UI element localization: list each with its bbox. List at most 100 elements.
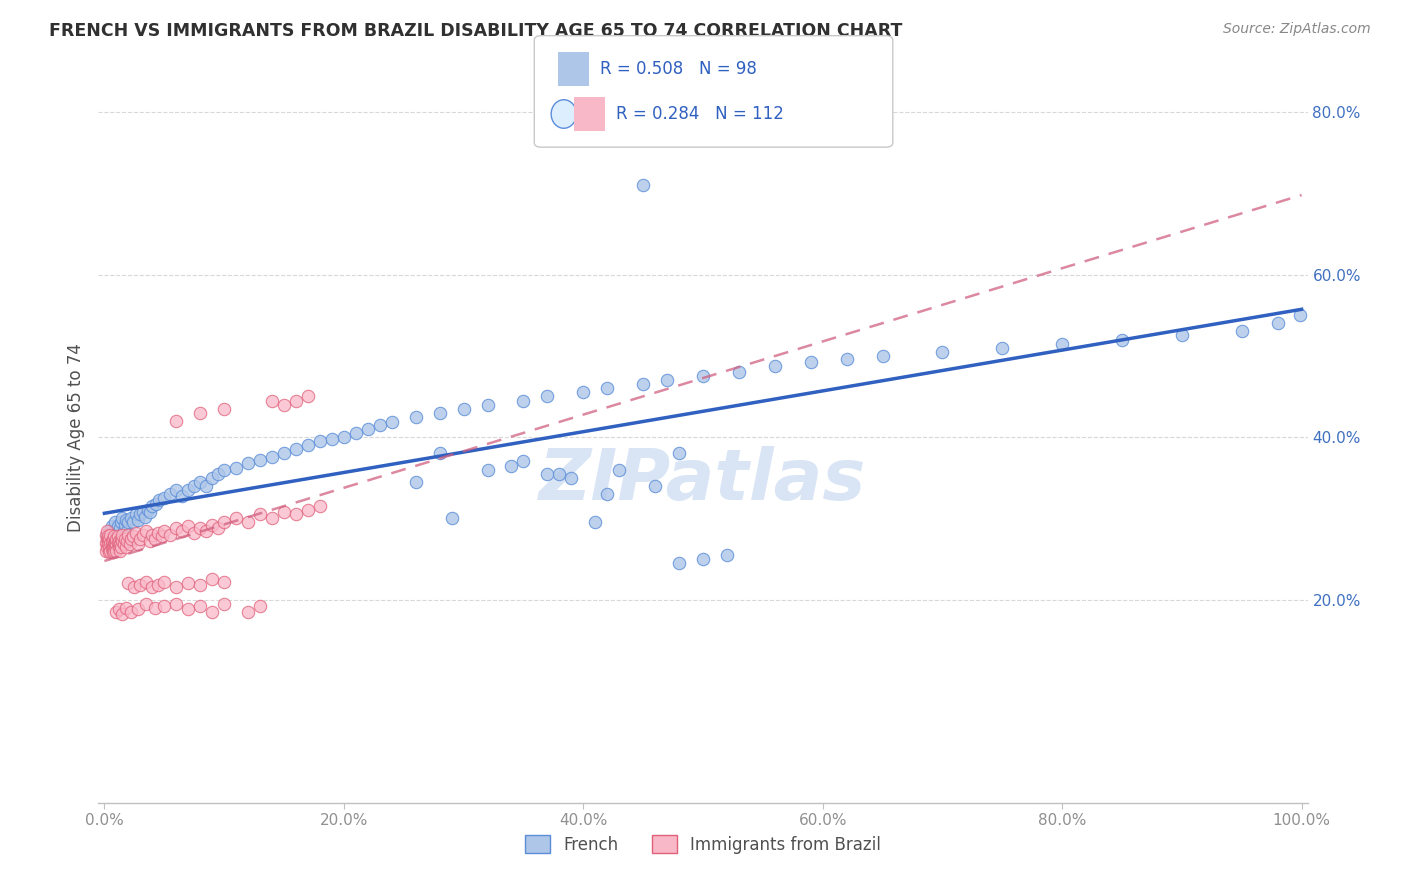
- Point: [127, 602, 149, 616]
- Point: [132, 505, 155, 519]
- Point: [141, 499, 163, 513]
- Point: [100, 535, 122, 549]
- Point: [96, 532, 118, 546]
- Point: [333, 430, 356, 444]
- Point: [148, 493, 170, 508]
- Point: [212, 462, 235, 476]
- Point: [98, 545, 121, 559]
- Point: [101, 532, 124, 546]
- Point: [536, 467, 558, 481]
- Point: [297, 389, 319, 403]
- Point: [94, 544, 117, 558]
- Point: [284, 442, 307, 457]
- Point: [132, 527, 155, 541]
- Point: [104, 540, 127, 554]
- Point: [368, 417, 391, 432]
- Point: [357, 422, 380, 436]
- Point: [297, 438, 319, 452]
- Point: [120, 532, 142, 546]
- Point: [165, 483, 187, 497]
- Point: [117, 527, 139, 541]
- Point: [1171, 328, 1194, 343]
- Point: [236, 605, 259, 619]
- Point: [100, 537, 122, 551]
- Point: [212, 574, 235, 589]
- Point: [991, 341, 1014, 355]
- Point: [165, 581, 187, 595]
- Point: [97, 532, 120, 546]
- Point: [107, 534, 129, 549]
- Point: [150, 529, 173, 543]
- Point: [143, 532, 166, 546]
- Point: [172, 524, 194, 538]
- Point: [512, 454, 534, 468]
- Point: [260, 450, 283, 465]
- Point: [153, 574, 176, 589]
- Point: [284, 508, 307, 522]
- Point: [104, 534, 127, 549]
- Point: [100, 535, 122, 549]
- Point: [115, 540, 138, 554]
- Point: [429, 406, 451, 420]
- Point: [188, 599, 211, 614]
- Point: [141, 527, 163, 541]
- Point: [212, 401, 235, 416]
- Point: [100, 534, 122, 549]
- Point: [107, 535, 129, 549]
- Point: [94, 535, 117, 549]
- Point: [111, 534, 134, 549]
- Point: [136, 503, 159, 517]
- Point: [835, 352, 858, 367]
- Point: [309, 434, 332, 449]
- Point: [124, 526, 146, 541]
- Point: [1267, 316, 1289, 330]
- Point: [201, 572, 224, 586]
- Point: [165, 414, 187, 428]
- Point: [98, 524, 121, 538]
- Point: [260, 511, 283, 525]
- Point: [139, 534, 162, 549]
- Point: [129, 508, 152, 522]
- Point: [101, 540, 124, 554]
- Point: [668, 446, 690, 460]
- Text: R = 0.508   N = 98: R = 0.508 N = 98: [600, 60, 758, 78]
- Point: [273, 446, 295, 460]
- Point: [100, 544, 122, 558]
- Point: [103, 524, 125, 538]
- Point: [124, 581, 146, 595]
- Point: [115, 600, 138, 615]
- Point: [225, 511, 247, 525]
- Point: [107, 519, 129, 533]
- Point: [107, 602, 129, 616]
- Point: [321, 432, 343, 446]
- Point: [381, 416, 404, 430]
- Point: [105, 527, 128, 541]
- Point: [112, 537, 135, 551]
- Point: [110, 540, 132, 554]
- Point: [96, 540, 118, 554]
- Point: [692, 369, 714, 384]
- Point: [100, 542, 122, 557]
- Point: [148, 578, 170, 592]
- Point: [97, 534, 120, 549]
- Point: [145, 497, 167, 511]
- Point: [201, 605, 224, 619]
- Point: [101, 545, 124, 559]
- Point: [103, 529, 125, 543]
- Point: [108, 544, 131, 558]
- Point: [284, 393, 307, 408]
- Point: [188, 578, 211, 592]
- Point: [763, 359, 786, 373]
- Point: [1111, 333, 1133, 347]
- Point: [108, 537, 131, 551]
- Point: [177, 576, 200, 591]
- Point: [631, 178, 654, 193]
- Point: [212, 597, 235, 611]
- Point: [115, 524, 138, 538]
- Point: [101, 529, 124, 543]
- Point: [177, 602, 200, 616]
- Point: [260, 393, 283, 408]
- Point: [114, 532, 136, 546]
- Point: [249, 508, 271, 522]
- Y-axis label: Disability Age 65 to 74: Disability Age 65 to 74: [66, 343, 84, 532]
